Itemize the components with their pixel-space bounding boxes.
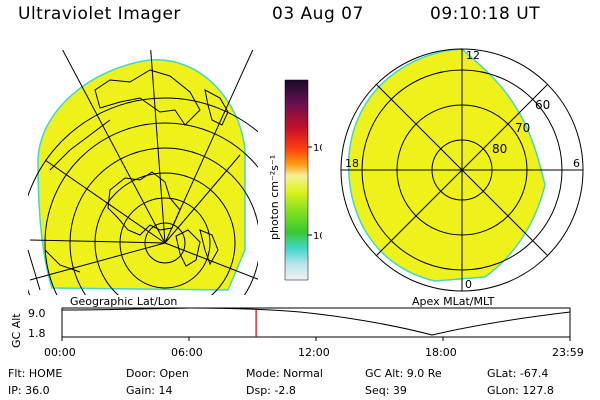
color-bar-unit-label: photon cm⁻²s⁻¹ xyxy=(268,155,281,240)
timeline-tick-label: 12:00 xyxy=(298,346,330,359)
color-bar-gradient xyxy=(284,79,309,281)
glat-info: GLat: -67.4 xyxy=(487,367,549,380)
color-bar-tick-100: 100 xyxy=(313,143,322,154)
timeline-tick-label: 23:59 xyxy=(552,346,584,359)
color-bar: 100 10 photon cm⁻²s⁻¹ xyxy=(268,79,322,281)
color-bar-tick-10: 10 xyxy=(313,231,322,242)
timeline-y-top: 9.0 xyxy=(28,307,46,320)
filter-info: Flt: HOME xyxy=(8,367,63,380)
app-title: Ultraviolet Imager xyxy=(18,4,181,24)
altitude-curve xyxy=(61,307,571,336)
polar-map: 12 18 6 0 60 70 80 xyxy=(340,48,584,292)
lat-label-70: 70 xyxy=(515,121,530,135)
geographic-panel-label: Geographic Lat/Lon xyxy=(70,295,178,308)
lat-label-60: 60 xyxy=(535,98,550,112)
geographic-map xyxy=(27,50,258,295)
timeline-ylabel: GC Alt xyxy=(10,313,23,348)
door-info: Door: Open xyxy=(126,367,189,380)
altitude-timeline: GC Alt 9.0 1.8 xyxy=(10,307,571,348)
time-label: 09:10:18 UT xyxy=(430,4,541,24)
uv-image-region-polar xyxy=(347,48,546,282)
ip-info: IP: 36.0 xyxy=(8,384,50,397)
timeline-tick-label: 06:00 xyxy=(171,346,203,359)
mlt-label-6: 6 xyxy=(573,157,580,170)
gain-info: Gain: 14 xyxy=(126,384,173,397)
timeline-y-bottom: 1.8 xyxy=(28,327,46,340)
mode-info: Mode: Normal xyxy=(246,367,323,380)
mlt-label-0: 0 xyxy=(465,278,472,291)
apex-panel-label: Apex MLat/MLT xyxy=(412,295,495,308)
dsp-info: Dsp: -2.8 xyxy=(246,384,296,397)
mlt-label-18: 18 xyxy=(345,157,359,170)
gc-alt-info: GC Alt: 9.0 Re xyxy=(365,367,442,380)
lat-label-80: 80 xyxy=(492,142,507,156)
date-label: 03 Aug 07 xyxy=(272,4,364,24)
timeline-tick-label: 18:00 xyxy=(425,346,457,359)
seq-info: Seq: 39 xyxy=(365,384,407,397)
glon-info: GLon: 127.8 xyxy=(487,384,554,397)
mlt-label-12: 12 xyxy=(466,49,480,62)
timeline-tick-label: 00:00 xyxy=(44,346,76,359)
